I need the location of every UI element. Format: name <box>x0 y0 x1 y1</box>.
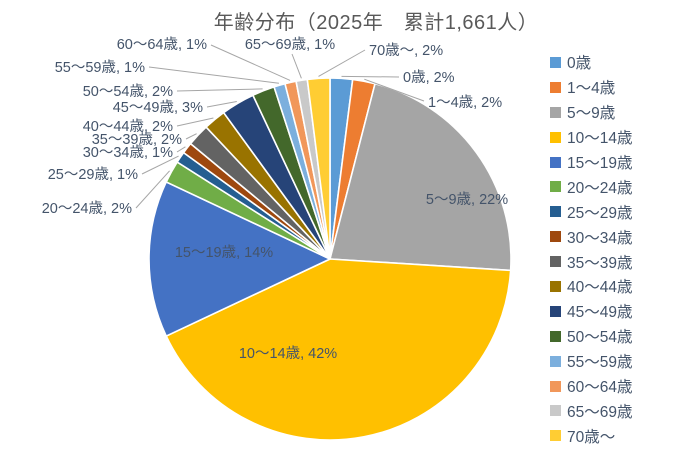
legend-item-14: 65～69歳 <box>550 398 632 423</box>
pie-slices <box>148 77 512 441</box>
leader-line-0 <box>341 75 400 78</box>
slice-label-9: 40～44歳, 2% <box>83 118 173 135</box>
slice-label-0: 0歳, 2% <box>403 69 455 86</box>
legend-swatch-icon <box>550 380 561 392</box>
legend-item-1: 1～4歳 <box>550 75 632 100</box>
slice-label-3: 10～14歳, 42% <box>239 345 337 362</box>
slice-label-11: 50～54歳, 2% <box>83 83 173 100</box>
legend-swatch-icon <box>550 156 561 168</box>
legend-item-6: 25～29歳 <box>550 199 632 224</box>
legend-swatch-icon <box>550 430 561 442</box>
legend-item-5: 20～24歳 <box>550 174 632 199</box>
legend-swatch-icon <box>550 405 561 417</box>
legend-label: 30～34歳 <box>567 229 633 247</box>
legend-label: 10～14歳 <box>567 130 633 148</box>
leader-line-13 <box>210 44 291 81</box>
leader-line-10 <box>206 101 237 108</box>
legend-item-10: 45～49歳 <box>550 299 632 324</box>
legend: 0歳 1～4歳 5～9歳 10～14歳 15～19歳 20～24歳 25～29歳 30～34歳… <box>550 50 632 448</box>
leader-line-5 <box>135 170 170 209</box>
slice-label-8: 35～39歳, 2% <box>92 131 182 148</box>
leader-line-12 <box>148 66 279 84</box>
legend-swatch-icon <box>550 256 561 268</box>
slice-label-5: 20～24歳, 2% <box>42 200 132 217</box>
legend-label: 1～4歳 <box>567 80 616 98</box>
slice-label-14: 65～69歳, 1% <box>245 36 335 53</box>
legend-swatch-icon <box>550 206 561 218</box>
leader-line-14 <box>291 53 302 79</box>
leader-line-11 <box>176 88 263 92</box>
legend-swatch-icon <box>550 56 561 68</box>
legend-item-7: 30～34歳 <box>550 224 632 249</box>
legend-swatch-icon <box>550 355 561 367</box>
legend-item-11: 50～54歳 <box>550 324 632 349</box>
leader-line-9 <box>176 117 214 127</box>
slice-label-12: 55～59歳, 1% <box>55 59 145 76</box>
legend-item-13: 60～64歳 <box>550 374 632 399</box>
slice-label-10: 45～49歳, 3% <box>113 99 203 116</box>
legend-swatch-icon <box>550 305 561 317</box>
legend-label: 50～54歳 <box>567 329 633 347</box>
slice-label-7: 30～34歳, 1% <box>83 144 173 161</box>
legend-swatch-icon <box>550 106 561 118</box>
legend-label: 60～64歳 <box>567 379 633 397</box>
pie-slice-4 <box>148 180 332 338</box>
data-labels: 0歳, 2% 1～4歳, 2% 5～9歳, 22% 10～14歳, 42% 15～19歳… <box>42 36 508 362</box>
legend-item-15: 70歳～ <box>550 423 632 448</box>
legend-swatch-icon <box>550 181 561 193</box>
legend-label: 15～19歳 <box>567 155 633 172</box>
legend-label: 5～9歳 <box>567 105 616 123</box>
legend-item-4: 15～19歳 <box>550 150 632 175</box>
leader-line-15 <box>318 49 366 77</box>
legend-label: 45～49歳 <box>567 304 633 322</box>
legend-label: 35～39歳 <box>567 254 633 272</box>
legend-item-9: 40～44歳 <box>550 274 632 299</box>
legend-swatch-icon <box>550 131 561 143</box>
legend-swatch-icon <box>550 81 561 93</box>
slice-label-6: 25～29歳, 1% <box>48 166 138 183</box>
legend-item-3: 10～14歳 <box>550 125 632 150</box>
legend-swatch-icon <box>550 231 561 243</box>
legend-label: 65～69歳 <box>567 403 633 421</box>
legend-label: 0歳 <box>567 55 592 73</box>
leader-line-1 <box>364 78 425 102</box>
slice-label-13: 60～64歳, 1% <box>117 36 207 53</box>
slice-label-2: 5～9歳, 22% <box>426 191 508 208</box>
legend-swatch-icon <box>550 280 561 292</box>
leader-line-8 <box>185 133 197 140</box>
legend-label: 70歳～ <box>567 428 616 446</box>
legend-label: 55～59歳 <box>567 354 633 372</box>
legend-item-0: 0歳 <box>550 50 632 75</box>
leader-line-7 <box>176 146 186 153</box>
legend-item-2: 5～9歳 <box>550 100 632 125</box>
slice-label-4: 15～19歳, 14% <box>175 244 273 261</box>
slice-label-15: 70歳～, 2% <box>369 42 443 59</box>
legend-label: 40～44歳 <box>567 279 633 297</box>
slice-label-1: 1～4歳, 2% <box>428 94 502 111</box>
legend-swatch-icon <box>550 330 561 342</box>
legend-item-8: 35～39歳 <box>550 249 632 274</box>
pie-slice-15 <box>306 77 331 260</box>
legend-label: 20～24歳 <box>567 179 633 197</box>
leader-line-6 <box>141 155 179 175</box>
leader-lines <box>135 44 425 209</box>
pie-slice-3 <box>165 258 512 441</box>
chart-title: 年齢分布（2025年 累計1,661人） <box>213 12 539 34</box>
legend-item-12: 55～59歳 <box>550 349 632 374</box>
legend-label: 25～29歳 <box>567 204 633 222</box>
